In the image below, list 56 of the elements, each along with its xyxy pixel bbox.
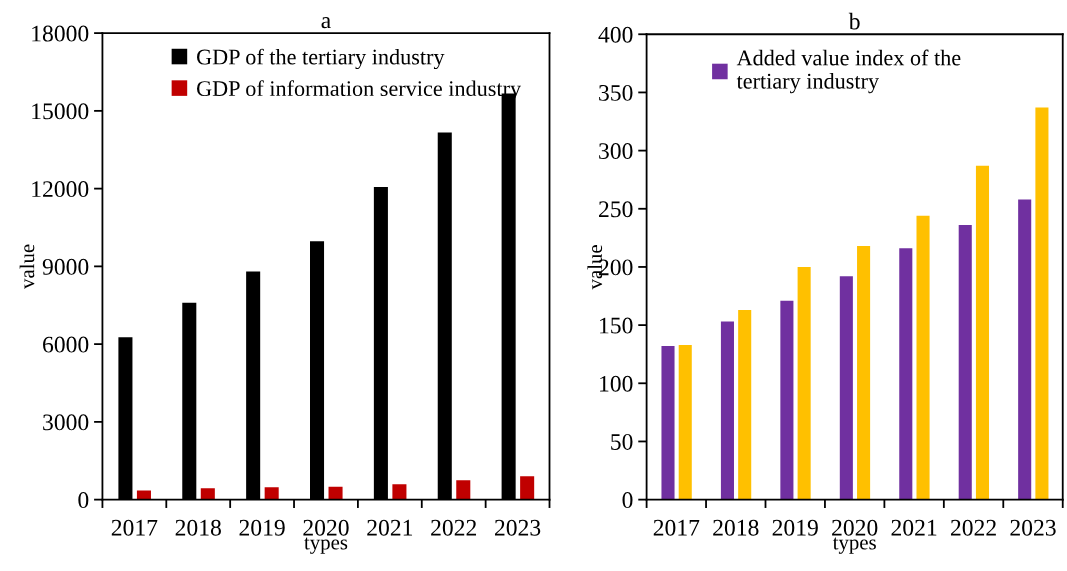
y-tick-label: 250 — [599, 201, 633, 218]
bar — [839, 276, 853, 500]
bar — [520, 476, 535, 500]
y-tick-label: 50 — [611, 433, 633, 450]
y-tick-label: 0 — [78, 492, 89, 509]
x-tick-label: 2020 — [832, 519, 878, 536]
bar — [738, 309, 752, 500]
x-tick-label: 2018 — [713, 519, 759, 536]
x-tick-label: 2019 — [772, 519, 818, 536]
x-axis-title: types — [304, 537, 348, 554]
x-tick-label: 2020 — [303, 519, 349, 536]
y-tick-label: 300 — [599, 143, 633, 160]
bar — [1018, 199, 1032, 500]
bar — [975, 165, 990, 500]
bar — [1035, 107, 1049, 500]
x-tick-label: 2017 — [111, 519, 158, 536]
bar — [720, 321, 734, 500]
legend-label: Added value index of the tertiary industry — [736, 49, 961, 94]
bar — [797, 266, 811, 500]
y-tick-label: 9000 — [42, 258, 89, 275]
y-tick-label: 150 — [600, 317, 633, 334]
x-tick-label: 2021 — [367, 519, 413, 536]
x-tick-label: 2023 — [495, 519, 541, 536]
x-axis-title: types — [832, 537, 876, 554]
bar — [661, 346, 675, 500]
bar — [678, 344, 692, 500]
y-tick-label: 350 — [599, 84, 633, 101]
bar — [899, 248, 913, 500]
x-tick-label: 2023 — [1010, 519, 1056, 536]
x-tick-label: 2021 — [891, 519, 937, 536]
y-axis-title: value — [19, 244, 35, 289]
y-tick-label: 100 — [600, 375, 633, 392]
bar — [328, 486, 343, 500]
bar — [456, 480, 471, 500]
bar — [958, 225, 972, 500]
x-tick-label: 2022 — [431, 519, 477, 536]
y-tick-label: 400 — [598, 26, 633, 43]
chart-title: b — [848, 12, 860, 30]
chart-title: a — [321, 17, 331, 29]
y-tick-label: 12000 — [32, 181, 89, 198]
y-tick-label: 6000 — [43, 336, 89, 353]
bar — [200, 488, 215, 500]
bar — [780, 300, 794, 500]
bar — [916, 215, 930, 500]
bar — [857, 246, 871, 500]
x-tick-label: 2022 — [950, 519, 996, 536]
x-tick-label: 2018 — [175, 519, 221, 536]
y-tick-label: 3000 — [43, 414, 89, 431]
x-tick-label: 2019 — [239, 519, 285, 536]
bar — [264, 487, 279, 500]
y-tick-label: 18000 — [32, 25, 89, 42]
x-tick-label: 2017 — [653, 519, 700, 536]
legend-label: GDP of the tertiary industry — [196, 48, 445, 70]
bar — [392, 484, 407, 500]
y-tick-label: 0 — [622, 492, 633, 509]
y-tick-label: 15000 — [32, 103, 89, 120]
